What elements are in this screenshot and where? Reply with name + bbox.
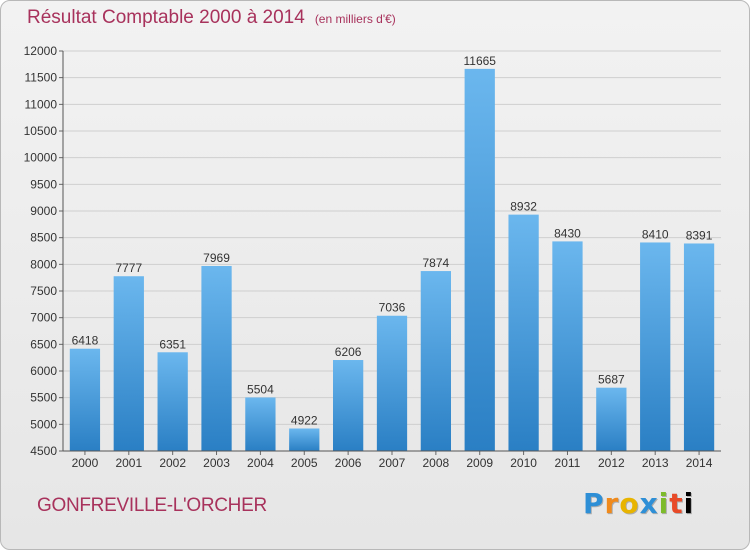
y-axis-ticks: 4500 5000 5500 6000 6500 7000 7500 8000 8500 9000… <box>24 44 63 458</box>
bar <box>640 242 671 451</box>
bars <box>69 68 715 451</box>
y-tick-label: 11500 <box>25 71 58 85</box>
bar <box>508 214 539 451</box>
x-tick-label: 2003 <box>203 456 230 470</box>
chart-title: Résultat Comptable 2000 à 2014 (en millie… <box>27 7 396 29</box>
x-tick-label: 2007 <box>379 456 406 470</box>
y-tick-label: 6000 <box>30 364 57 378</box>
y-tick-label: 10500 <box>24 124 58 138</box>
data-label: 8430 <box>554 226 581 240</box>
logo-letter: x <box>639 487 659 520</box>
bar <box>69 348 101 451</box>
y-tick-label: 5500 <box>30 391 57 405</box>
logo-letter: i <box>658 487 670 520</box>
bar <box>376 315 408 451</box>
x-tick-label: 2004 <box>247 456 274 470</box>
data-label: 6418 <box>72 334 99 348</box>
chart-subtitle: (en milliers d'€) <box>314 12 396 26</box>
bar <box>464 68 495 451</box>
x-tick-label: 2010 <box>510 456 537 470</box>
bar <box>245 397 276 451</box>
data-label: 7874 <box>423 256 450 270</box>
bar <box>683 243 715 451</box>
y-tick-label: 8500 <box>30 231 57 245</box>
x-tick-label: 2002 <box>159 456 186 470</box>
bar <box>113 276 144 451</box>
x-tick-label: 2012 <box>598 456 625 470</box>
bar <box>289 428 320 451</box>
data-labels: 6418 7777 6351 7969 5504 4922 6206 7036 7874 1166… <box>72 54 713 428</box>
x-tick-label: 2011 <box>555 456 581 470</box>
logo-letter: o <box>619 487 640 520</box>
data-label: 8410 <box>642 227 669 241</box>
y-tick-label: 10000 <box>24 151 58 165</box>
logo-letter: t <box>669 487 684 520</box>
data-label: 7036 <box>379 301 406 315</box>
data-label: 7777 <box>115 261 142 275</box>
y-tick-label: 7500 <box>30 284 57 298</box>
data-label: 6351 <box>159 337 186 351</box>
chart-title-text: Résultat Comptable 2000 à 2014 <box>27 7 305 28</box>
x-tick-label: 2009 <box>466 456 493 470</box>
y-tick-label: 5000 <box>30 417 57 431</box>
x-tick-label: 2013 <box>642 456 669 470</box>
y-tick-label: 9500 <box>30 177 57 191</box>
y-tick-label: 9000 <box>30 204 57 218</box>
x-tick-label: 2014 <box>686 456 713 470</box>
y-tick-label: 11000 <box>25 97 58 111</box>
bar <box>552 241 583 451</box>
data-label: 5504 <box>247 382 274 396</box>
x-tick-label: 2006 <box>335 456 362 470</box>
data-label: 11665 <box>463 54 496 68</box>
y-tick-label: 12000 <box>24 44 58 58</box>
logo-letter: r <box>604 487 620 520</box>
data-label: 8932 <box>510 200 537 214</box>
bar <box>201 265 232 451</box>
data-label: 6206 <box>335 345 362 359</box>
x-tick-label: 2005 <box>291 456 318 470</box>
x-tick-label: 2001 <box>115 456 142 470</box>
data-label: 7969 <box>203 251 230 265</box>
bar <box>332 360 364 451</box>
proxiti-logo: Proxiti <box>583 487 694 520</box>
commune-name: GONFREVILLE-L'ORCHER <box>37 495 267 516</box>
y-tick-label: 7000 <box>30 311 57 325</box>
x-tick-label: 2008 <box>423 456 450 470</box>
logo-letter: i <box>683 487 695 520</box>
logo-letter: P <box>583 487 605 520</box>
x-axis-ticks: 2000 2001 2002 2003 2004 2005 2006 2007 2008 2009… <box>72 451 713 470</box>
y-tick-label: 6500 <box>30 337 57 351</box>
bar <box>596 387 627 451</box>
y-tick-label: 4500 <box>30 444 57 458</box>
data-label: 5687 <box>598 373 625 387</box>
x-tick-label: 2000 <box>72 456 99 470</box>
bar <box>420 271 452 451</box>
data-label: 8391 <box>686 228 713 242</box>
bar <box>157 352 188 451</box>
axes <box>62 51 721 452</box>
data-label: 4922 <box>291 413 318 427</box>
y-tick-label: 8000 <box>30 257 57 271</box>
